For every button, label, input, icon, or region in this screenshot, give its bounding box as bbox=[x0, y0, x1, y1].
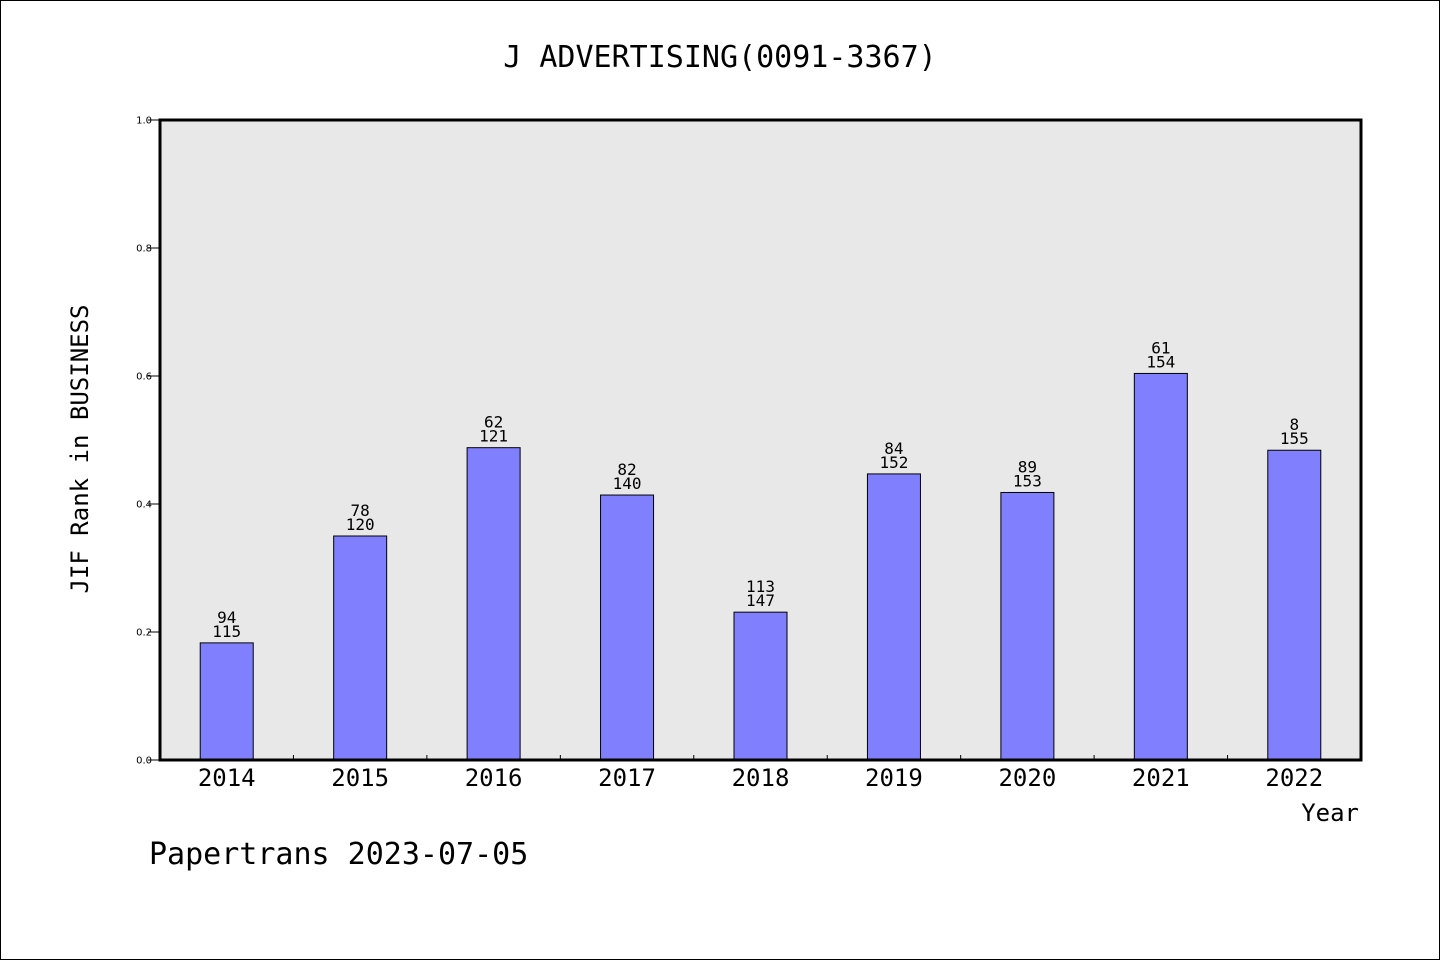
bar-2020 bbox=[1000, 491, 1055, 761]
y-tick-label: 0.6 bbox=[136, 372, 152, 383]
chart-title: J ADVERTISING(0091-3367) bbox=[503, 40, 936, 75]
bar-total-label: 155 bbox=[1280, 429, 1309, 448]
x-tick-label: 2022 bbox=[1265, 764, 1323, 792]
bar-2022 bbox=[1267, 449, 1322, 761]
y-tick-label: 1.0 bbox=[136, 116, 152, 127]
bar-total-label: 120 bbox=[346, 515, 375, 534]
bar-rank-label: 78 bbox=[351, 501, 370, 520]
bar-2015 bbox=[333, 535, 388, 761]
x-axis-label: Year bbox=[1301, 799, 1359, 827]
bar-rank-label: 113 bbox=[746, 577, 775, 596]
bar-2017 bbox=[600, 494, 655, 761]
y-tick-label: 0.4 bbox=[136, 500, 152, 511]
bar-total-label: 121 bbox=[479, 427, 508, 446]
bar-rank-label: 62 bbox=[484, 413, 503, 432]
x-tick-label: 2020 bbox=[998, 764, 1056, 792]
bar-rank-label: 89 bbox=[1018, 457, 1037, 476]
plot-frame bbox=[158, 118, 1363, 762]
x-tick-label: 2017 bbox=[598, 764, 656, 792]
bar-2018 bbox=[733, 611, 788, 761]
y-tick-label: 0.2 bbox=[136, 628, 152, 639]
bar-total-label: 153 bbox=[1013, 471, 1042, 490]
bar-rank-label: 8 bbox=[1289, 415, 1299, 434]
x-tick-label: 2016 bbox=[465, 764, 523, 792]
y-tick-label: 0.0 bbox=[136, 756, 152, 767]
y-tick-label: 0.8 bbox=[136, 244, 152, 255]
x-tick-label: 2015 bbox=[331, 764, 389, 792]
bar-2019 bbox=[866, 473, 921, 761]
bar-rank-label: 94 bbox=[217, 608, 236, 627]
x-tick-label: 2014 bbox=[198, 764, 256, 792]
bar-total-label: 154 bbox=[1146, 352, 1175, 371]
bar-2021 bbox=[1133, 372, 1188, 761]
y-axis-label: JIF Rank in BUSINESS bbox=[66, 305, 94, 594]
x-tick-label: 2021 bbox=[1132, 764, 1190, 792]
bar-total-label: 152 bbox=[879, 453, 908, 472]
bar-total-label: 140 bbox=[613, 474, 642, 493]
x-tick-label: 2018 bbox=[732, 764, 790, 792]
bar-total-label: 147 bbox=[746, 591, 775, 610]
footer-credit: Papertrans 2023-07-05 bbox=[149, 837, 528, 872]
bar-rank-label: 61 bbox=[1151, 338, 1170, 357]
x-tick-label: 2019 bbox=[865, 764, 923, 792]
bar-rank-label: 84 bbox=[884, 439, 903, 458]
bar-2016 bbox=[466, 447, 521, 761]
bar-rank-label: 82 bbox=[617, 460, 636, 479]
bar-2014 bbox=[199, 642, 254, 761]
bar-total-label: 115 bbox=[212, 622, 241, 641]
